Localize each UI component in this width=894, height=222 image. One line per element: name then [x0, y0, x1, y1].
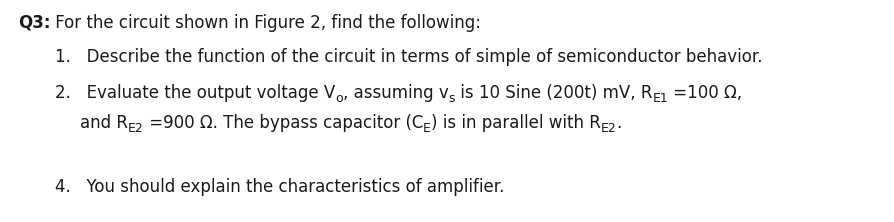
Text: .: . — [616, 114, 621, 132]
Text: E2: E2 — [600, 122, 616, 135]
Text: 1.   Describe the function of the circuit in terms of simple of semiconductor be: 1. Describe the function of the circuit … — [55, 48, 762, 66]
Text: =100 Ω,: =100 Ω, — [668, 84, 742, 102]
Text: =900 Ω. The bypass capacitor (C: =900 Ω. The bypass capacitor (C — [144, 114, 423, 132]
Text: ) is in parallel with R: ) is in parallel with R — [431, 114, 600, 132]
Text: For the circuit shown in Figure 2, find the following:: For the circuit shown in Figure 2, find … — [50, 14, 481, 32]
Text: , assuming v: , assuming v — [342, 84, 448, 102]
Text: and R: and R — [80, 114, 128, 132]
Text: E: E — [423, 122, 431, 135]
Text: Q3:: Q3: — [18, 14, 50, 32]
Text: E2: E2 — [128, 122, 144, 135]
Text: o: o — [335, 92, 342, 105]
Text: is 10 Sine (200t) mV, R: is 10 Sine (200t) mV, R — [455, 84, 652, 102]
Text: 2.   Evaluate the output voltage V: 2. Evaluate the output voltage V — [55, 84, 335, 102]
Text: E1: E1 — [652, 92, 668, 105]
Text: 4.   You should explain the characteristics of amplifier.: 4. You should explain the characteristic… — [55, 178, 504, 196]
Text: s: s — [448, 92, 455, 105]
